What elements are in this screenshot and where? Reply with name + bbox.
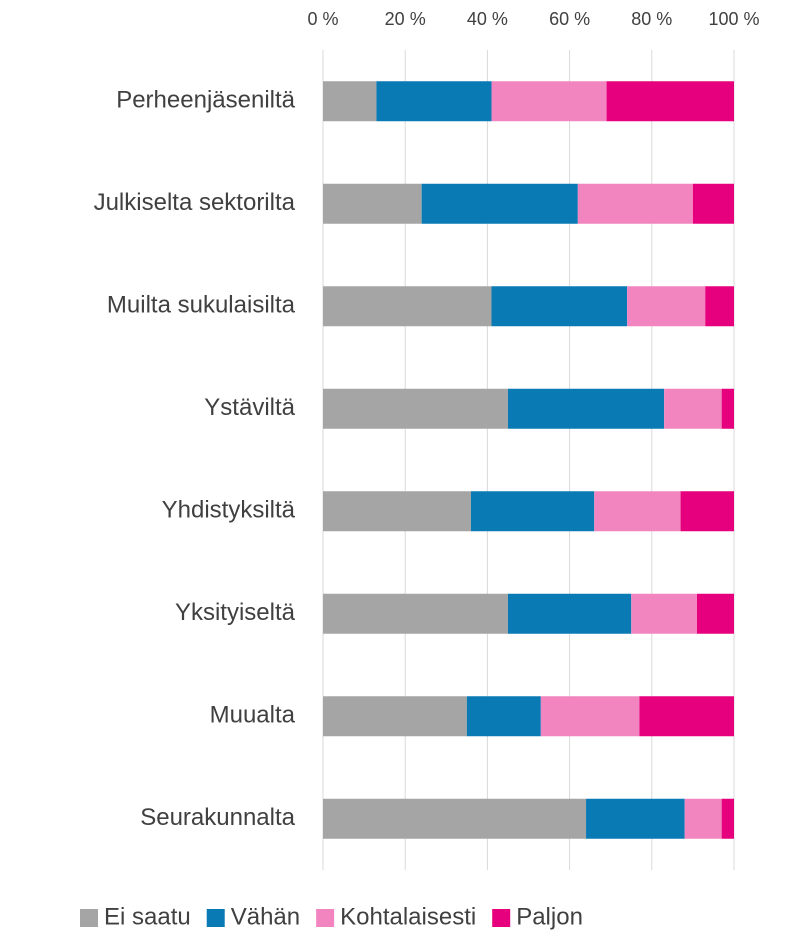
- x-tick-label: 0 %: [307, 9, 338, 29]
- bar-segment: [323, 81, 377, 122]
- bar-segment: [627, 286, 706, 327]
- x-tick-label: 20 %: [385, 9, 426, 29]
- bar-segment: [684, 798, 722, 839]
- category-label: Yhdistyksiltä: [162, 497, 296, 524]
- legend-swatch: [492, 909, 511, 927]
- legend-swatch: [206, 909, 225, 927]
- x-tick-label: 80 %: [631, 9, 672, 29]
- bar-segment: [323, 286, 492, 327]
- bar-segment: [586, 798, 685, 839]
- legend-label: Ei saatu: [104, 903, 191, 930]
- bar-segment: [577, 183, 693, 224]
- category-label: Yksityiseltä: [175, 599, 296, 626]
- category-label: Perheenjäseniltä: [116, 87, 295, 114]
- x-tick-label: 60 %: [549, 9, 590, 29]
- category-label: Muilta sukulaisilta: [107, 292, 296, 319]
- category-label: Seurakunnalta: [140, 804, 295, 831]
- bar-segment: [323, 183, 422, 224]
- bar-segment: [721, 388, 734, 429]
- bar-segment: [680, 491, 734, 532]
- bar-segment: [323, 696, 467, 737]
- bar-segment: [507, 388, 665, 429]
- bar-segment: [421, 183, 578, 224]
- bar-segment: [466, 696, 541, 737]
- category-label: Muualta: [210, 702, 296, 729]
- legend-label: Paljon: [516, 903, 583, 930]
- bar-segment: [697, 593, 734, 634]
- category-label: Ystäviltä: [204, 394, 295, 421]
- bar-segment: [323, 491, 471, 532]
- x-tick-label: 40 %: [467, 9, 508, 29]
- bar-segment: [376, 81, 492, 122]
- bar-segment: [631, 593, 698, 634]
- bar-segment: [540, 696, 640, 737]
- bar-segment: [606, 81, 734, 122]
- bar-segment: [507, 593, 632, 634]
- bar-segment: [721, 798, 734, 839]
- legend-swatch: [316, 909, 335, 927]
- bar-segment: [692, 183, 734, 224]
- legend-label: Vähän: [231, 903, 300, 930]
- bar-segment: [323, 593, 508, 634]
- bar-segment: [705, 286, 734, 327]
- bar-segment: [323, 388, 508, 429]
- bar-segment: [323, 798, 587, 839]
- bar-segment: [594, 491, 681, 532]
- bar-segment: [491, 286, 628, 327]
- x-tick-label: 100 %: [708, 9, 759, 29]
- legend-swatch: [80, 909, 98, 927]
- category-label: Julkiselta sektorilta: [94, 189, 296, 216]
- legend-label: Kohtalaisesti: [340, 903, 476, 930]
- bar-segment: [470, 491, 595, 532]
- bar-segment: [664, 388, 722, 429]
- bar-segment: [491, 81, 607, 122]
- legend: Ei saatu Vähän Kohtalaisesti Paljon: [80, 903, 583, 930]
- bar-segment: [639, 696, 734, 737]
